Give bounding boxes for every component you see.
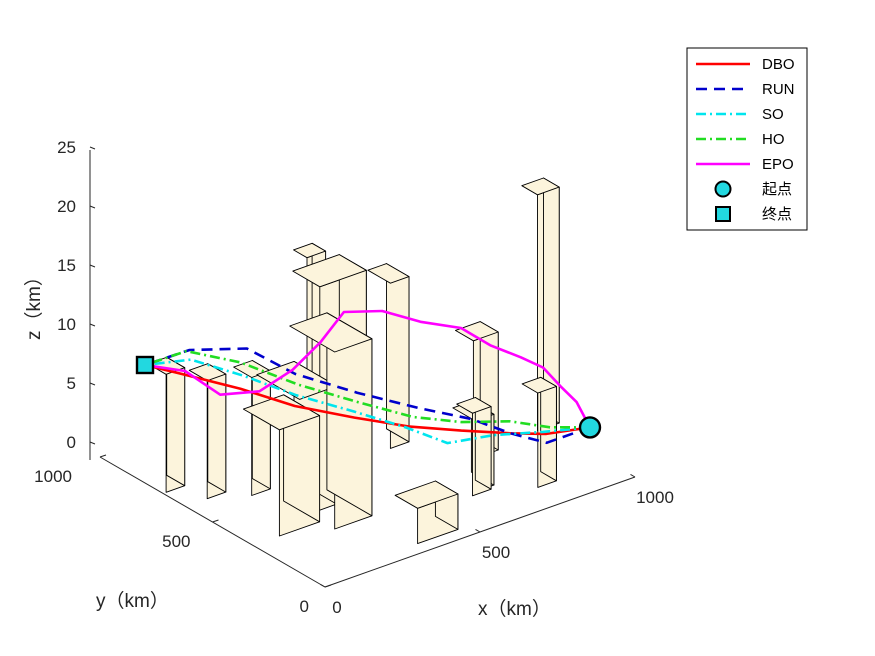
z-tick-label: 15 — [57, 256, 76, 275]
x-tick-mark — [475, 528, 481, 533]
building-top-face — [394, 480, 459, 509]
legend-label: EPO — [762, 156, 794, 173]
legend-label: 起点 — [762, 181, 792, 198]
building-top-face — [456, 397, 492, 414]
building-top-face — [292, 254, 367, 288]
z-tick-mark — [89, 441, 96, 445]
legend-box — [686, 47, 808, 231]
path-epo — [144, 309, 592, 429]
z-tick-label: 20 — [57, 197, 76, 216]
building — [289, 312, 373, 530]
building-top-face — [454, 321, 499, 342]
building — [233, 360, 271, 496]
building-side-face — [166, 356, 186, 487]
y-tick-label: 0 — [300, 597, 309, 616]
y-tick-mark — [99, 454, 107, 458]
building-top-face — [242, 394, 321, 431]
y-tick-label: 500 — [162, 532, 190, 551]
axis-labels: x（km） y（km） z（km） — [23, 267, 551, 620]
z-tick-mark — [89, 323, 96, 327]
z-tick-mark — [89, 205, 96, 209]
legend-entry-run: RUN — [696, 81, 795, 98]
x-tick-mark — [630, 473, 636, 478]
legend-end-swatch — [715, 206, 731, 222]
legend-label: DBO — [762, 56, 795, 73]
legend-entry-so: SO — [696, 106, 784, 123]
x-tick-label: 1000 — [636, 488, 674, 507]
paths — [144, 309, 592, 445]
y-tick-label: 1000 — [34, 467, 72, 486]
legend-label: HO — [762, 131, 785, 148]
path-ho — [144, 349, 591, 429]
building — [394, 480, 459, 545]
start-marker — [578, 416, 602, 439]
legend-label: 终点 — [762, 206, 792, 223]
building — [147, 356, 186, 493]
x-tick-mark — [320, 583, 326, 588]
z-tick-label: 10 — [57, 315, 76, 334]
buildings — [147, 177, 560, 545]
building — [521, 376, 557, 488]
path-so — [144, 358, 591, 445]
building-top-face — [293, 242, 327, 259]
z-tick-label: 0 — [67, 433, 76, 452]
y-tick-mark — [212, 519, 219, 523]
legend-label: RUN — [762, 81, 795, 98]
building-side-face — [540, 376, 557, 482]
building-top-face — [521, 376, 557, 394]
y-tick-mark — [324, 584, 332, 588]
path-run — [144, 347, 591, 445]
legend-entry-epo: EPO — [696, 156, 794, 173]
legend-entry-end: 终点 — [715, 206, 792, 223]
building — [367, 263, 410, 449]
building — [521, 177, 560, 432]
x-axis-label: x（km） — [478, 598, 551, 620]
y-axis-label: y（km） — [96, 590, 169, 612]
legend-entry-start: 起点 — [714, 180, 792, 198]
markers — [135, 355, 602, 439]
x-tick-label: 0 — [332, 598, 341, 617]
z-tick-mark — [89, 146, 96, 150]
legend-start-swatch — [714, 180, 732, 198]
building-top-face — [188, 363, 227, 382]
z-tick-label: 25 — [57, 138, 76, 157]
legend-entry-ho: HO — [696, 131, 785, 148]
x-tick-label: 500 — [482, 543, 510, 562]
building — [242, 394, 321, 537]
building-top-face — [521, 177, 560, 196]
z-tick-mark — [89, 264, 96, 268]
building-top-face — [289, 312, 373, 353]
axes: 0 500 1000 0 500 1000 0 5 10 15 20 25 — [34, 138, 674, 617]
z-tick-mark — [89, 382, 96, 386]
z-tick-label: 5 — [67, 374, 76, 393]
z-axis-label: z（km） — [23, 267, 45, 340]
legend-entry-dbo: DBO — [696, 56, 795, 73]
end-marker — [135, 355, 155, 375]
building-top-face — [367, 263, 410, 284]
legend-label: SO — [762, 106, 784, 123]
